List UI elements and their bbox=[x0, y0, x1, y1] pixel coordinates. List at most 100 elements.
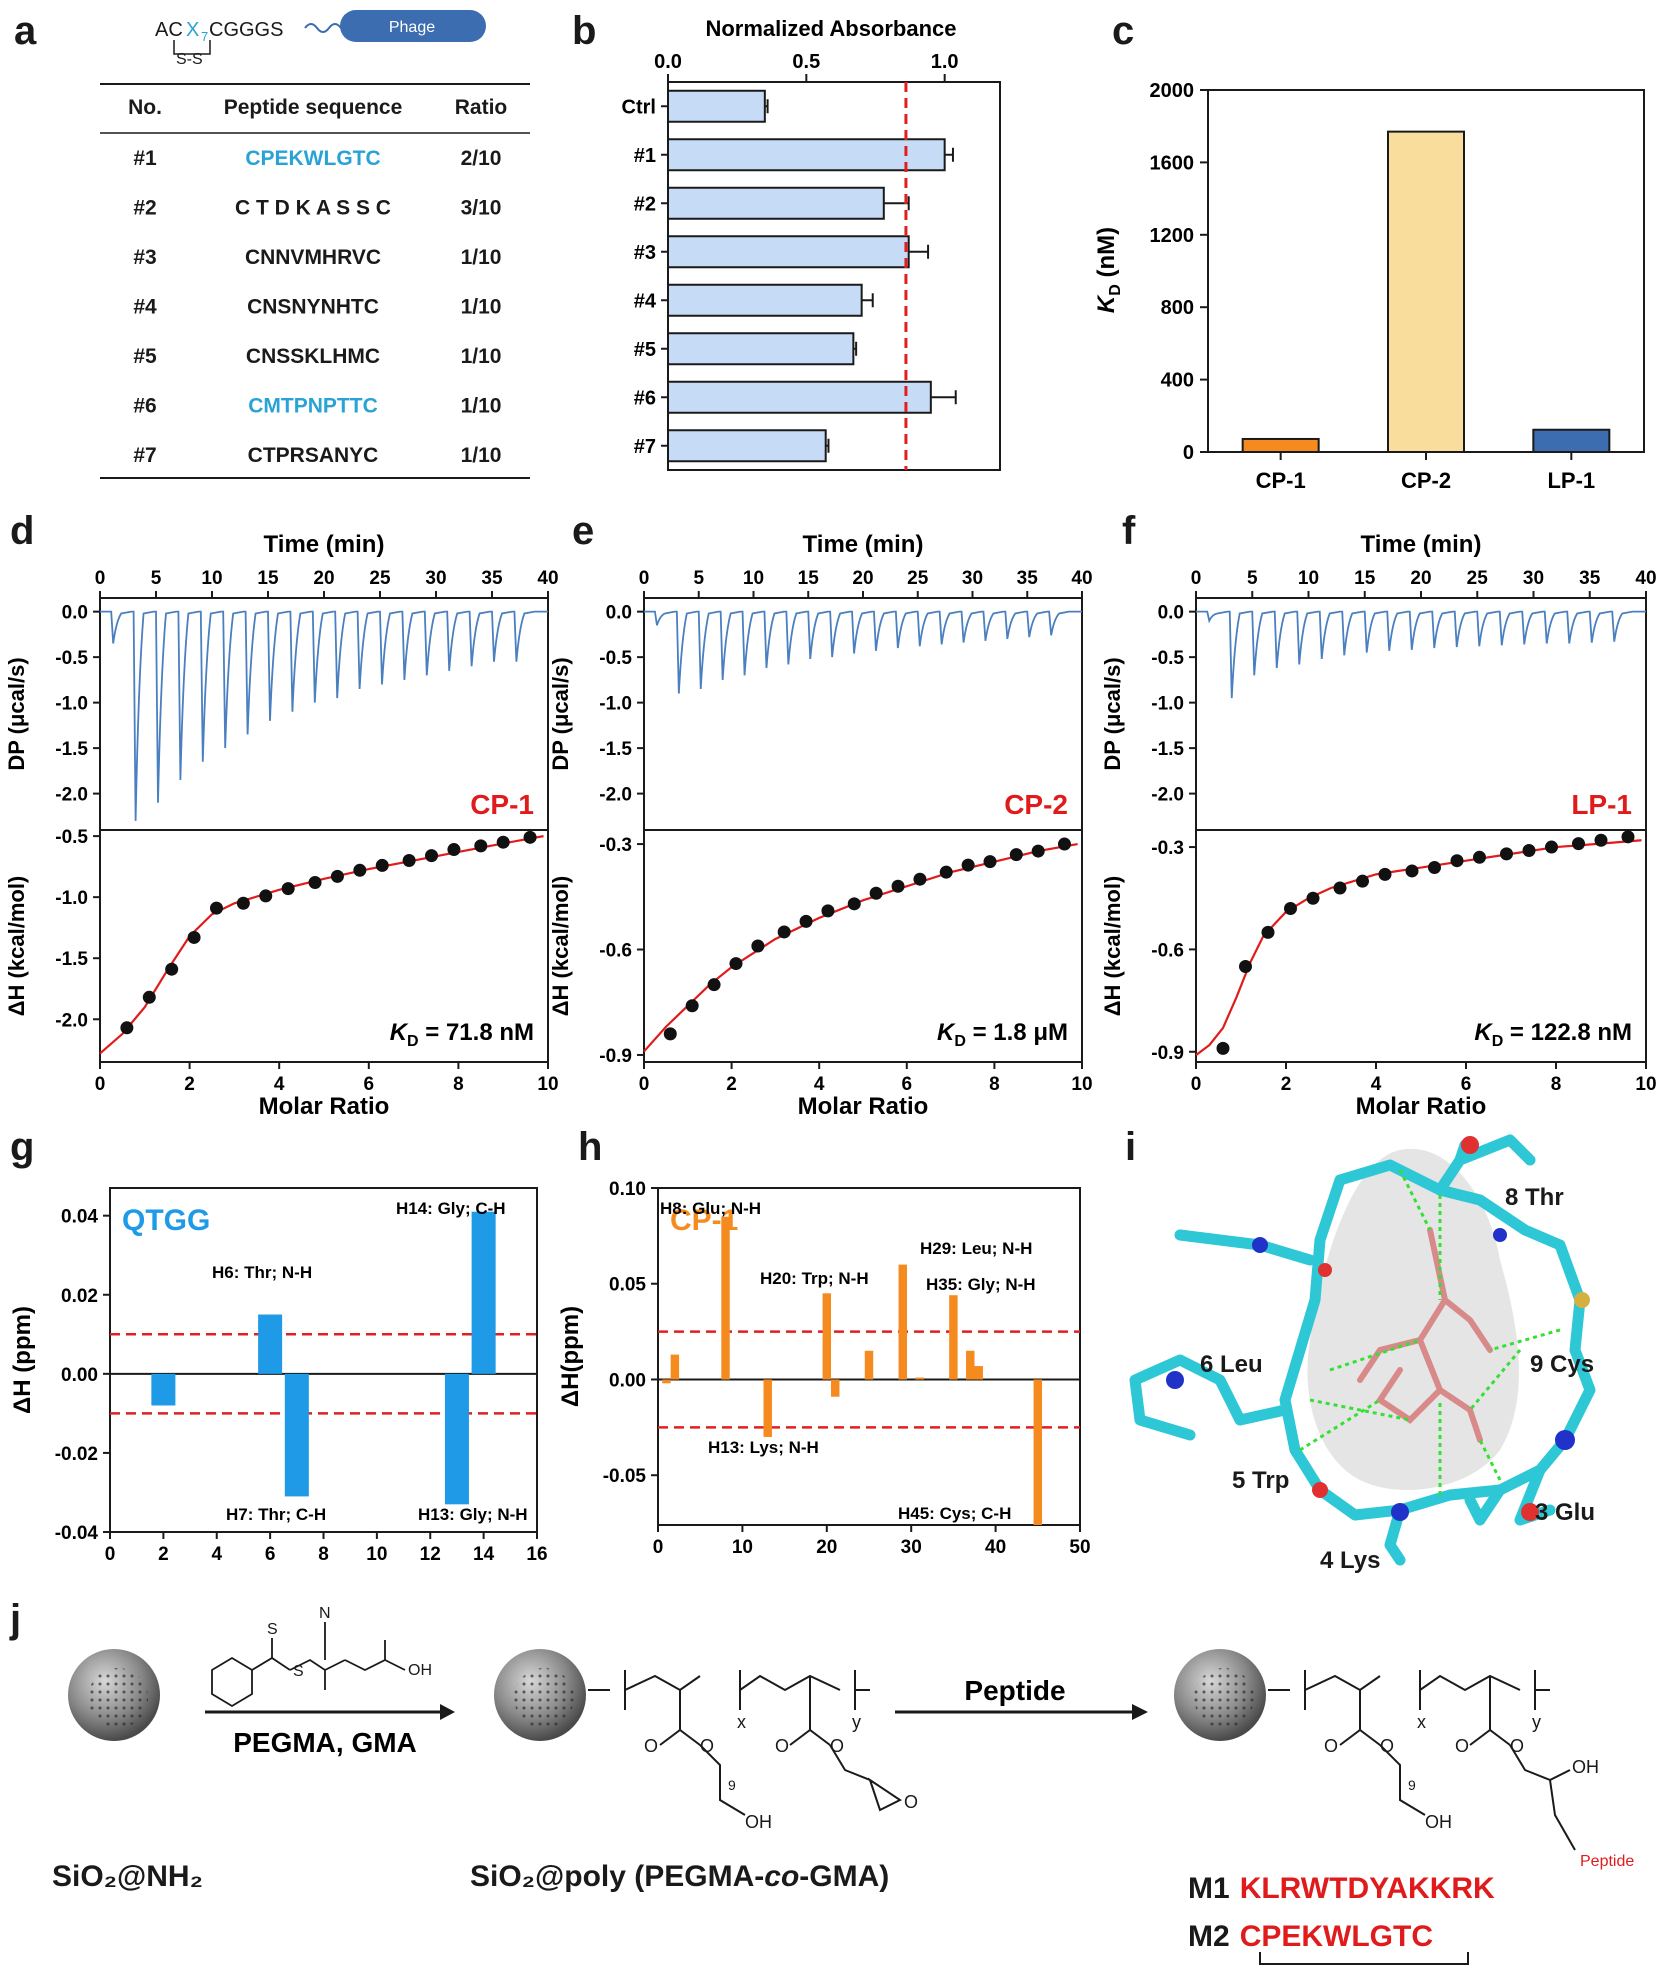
data-point bbox=[308, 876, 322, 890]
time-tick-label: 15 bbox=[257, 568, 279, 589]
table-row-ratio: 1/10 bbox=[461, 444, 502, 467]
raft-n: N bbox=[319, 1605, 331, 1622]
peptide-label: LP-1 bbox=[1571, 789, 1632, 820]
mr-tick-label: 4 bbox=[814, 1074, 825, 1095]
raft-s2: S bbox=[293, 1663, 304, 1680]
table-row-seq: CTPRSANYC bbox=[248, 444, 379, 467]
mid-label-b: -GMA) bbox=[799, 1860, 889, 1893]
panel-b-chart: Normalized Absorbance 0.0 0.5 1.0 Ctrl #1 #2 #… bbox=[622, 16, 1001, 471]
y-tick-label: Ctrl bbox=[622, 96, 656, 118]
data-point bbox=[663, 1027, 677, 1041]
mid-o2: O bbox=[700, 1736, 714, 1756]
phage-label: Phage bbox=[389, 19, 435, 36]
data-point bbox=[1428, 861, 1441, 875]
dh-tick-label: -0.3 bbox=[599, 835, 632, 856]
y-tick-label: -0.05 bbox=[603, 1466, 647, 1487]
phage-body bbox=[340, 10, 486, 42]
data-point bbox=[961, 858, 975, 872]
peptide-label: CP-2 bbox=[1004, 789, 1068, 820]
data-point bbox=[869, 886, 883, 900]
bar-annotation: H13: Lys; N-H bbox=[708, 1438, 819, 1457]
end-o2: O bbox=[1380, 1736, 1394, 1756]
time-tick-label: 35 bbox=[1579, 568, 1601, 589]
construct-x: X bbox=[186, 19, 199, 41]
dh-tick-label: -0.9 bbox=[1151, 1043, 1184, 1064]
bar bbox=[822, 1293, 832, 1380]
mr-tick-label: 2 bbox=[1281, 1074, 1292, 1095]
dp-tick-label: -1.5 bbox=[599, 739, 632, 760]
x-tick-label: 0 bbox=[653, 1537, 664, 1558]
dp-tick-label: -2.0 bbox=[55, 785, 88, 806]
bar bbox=[974, 1366, 983, 1380]
dp-tick-label: -2.0 bbox=[599, 785, 632, 806]
panel-f-chart: Time (min)0 5 10 15 20 25 30 35 400.0-0.5-1.0-1.… bbox=[1100, 531, 1657, 1120]
mr-tick-label: 4 bbox=[1371, 1074, 1382, 1095]
end-o4: O bbox=[1510, 1736, 1524, 1756]
bar bbox=[1387, 130, 1465, 453]
disulfide-bracket bbox=[173, 40, 211, 55]
arrow-step1-head bbox=[440, 1704, 455, 1720]
panel-letter-j: j bbox=[9, 1597, 21, 1641]
y-tick-label: 0.04 bbox=[61, 1207, 98, 1228]
time-tick-label: 20 bbox=[852, 568, 873, 589]
y-tick-label: 800 bbox=[1161, 297, 1194, 319]
ylabel-k: K bbox=[1093, 294, 1120, 313]
time-tick-label: 30 bbox=[1523, 568, 1544, 589]
ylabel-sub: D bbox=[1107, 284, 1124, 296]
data-point bbox=[142, 990, 156, 1004]
table-row-seq: CNNVMHRVC bbox=[245, 246, 381, 269]
data-point bbox=[165, 962, 179, 976]
data-point bbox=[1031, 844, 1045, 858]
data-point bbox=[913, 872, 927, 886]
panel-h-chart: -0.05 0.00 0.05 0.10 0 10 20 30 40 50 CP-1 ΔH(ppm) H… bbox=[557, 1179, 1091, 1558]
y-tick-label: #2 bbox=[634, 193, 656, 215]
raft-oh: OH bbox=[408, 1662, 432, 1679]
bar bbox=[949, 1295, 958, 1380]
kd-k: K bbox=[937, 1019, 956, 1046]
particle-end bbox=[1174, 1649, 1266, 1741]
x-tick-label: 50 bbox=[1069, 1537, 1090, 1558]
data-point bbox=[847, 897, 861, 911]
panel-c-ylabel: KD (nM) bbox=[1093, 227, 1124, 313]
residue-label-8thr: 8 Thr bbox=[1505, 1184, 1564, 1211]
mr-tick-label: 10 bbox=[1635, 1074, 1656, 1095]
bar bbox=[721, 1216, 730, 1380]
panel-letter-c: c bbox=[1112, 9, 1134, 53]
bar-annotation: H20: Trp; N-H bbox=[760, 1269, 869, 1288]
dh-tick-label: -2.0 bbox=[55, 1010, 88, 1031]
time-tick-label: 10 bbox=[1298, 568, 1319, 589]
time-tick-label: 40 bbox=[1071, 568, 1092, 589]
y-axis-label: ΔH(ppm) bbox=[557, 1306, 584, 1407]
data-point bbox=[120, 1021, 134, 1035]
data-point bbox=[1621, 830, 1635, 844]
data-point bbox=[259, 889, 273, 903]
y-tick-label: 400 bbox=[1161, 370, 1194, 392]
mr-tick-label: 8 bbox=[1551, 1074, 1562, 1095]
dp-tick-label: 0.0 bbox=[1158, 603, 1184, 624]
step1-reagents: PEGMA, GMA bbox=[233, 1727, 417, 1758]
time-axis-label: Time (min) bbox=[1361, 531, 1482, 558]
time-tick-label: 15 bbox=[1354, 568, 1376, 589]
bar bbox=[258, 1314, 283, 1374]
m2-seq: CPEKWLGTC bbox=[1240, 1920, 1433, 1953]
bar bbox=[667, 186, 885, 220]
data-point bbox=[402, 854, 416, 868]
end-sub-9: 9 bbox=[1408, 1777, 1416, 1793]
time-tick-label: 0 bbox=[1191, 568, 1202, 589]
table-header-no: No. bbox=[128, 96, 162, 119]
panel-letter-d: d bbox=[10, 509, 34, 553]
dh-tick-label: -0.9 bbox=[599, 1046, 632, 1067]
bar bbox=[444, 1373, 469, 1505]
mid-label: SiO₂@poly (PEGMA-co-GMA) bbox=[470, 1860, 889, 1893]
mid-sub-y: y bbox=[852, 1712, 861, 1732]
dh-tick-label: -0.6 bbox=[1151, 940, 1184, 961]
bar bbox=[898, 1264, 907, 1380]
time-axis-label: Time (min) bbox=[803, 531, 924, 558]
table-row-no: #3 bbox=[133, 246, 156, 269]
x-tick-label: 6 bbox=[265, 1544, 276, 1565]
panel-e-chart: Time (min)0 5 10 15 20 25 30 35 400.0-0.5-1.0-1.… bbox=[548, 531, 1093, 1120]
time-tick-label: 0 bbox=[639, 568, 650, 589]
data-point bbox=[447, 843, 461, 857]
residue-label-3glu: 3 Glu bbox=[1535, 1499, 1595, 1526]
dp-tick-label: -1.0 bbox=[1151, 694, 1184, 715]
